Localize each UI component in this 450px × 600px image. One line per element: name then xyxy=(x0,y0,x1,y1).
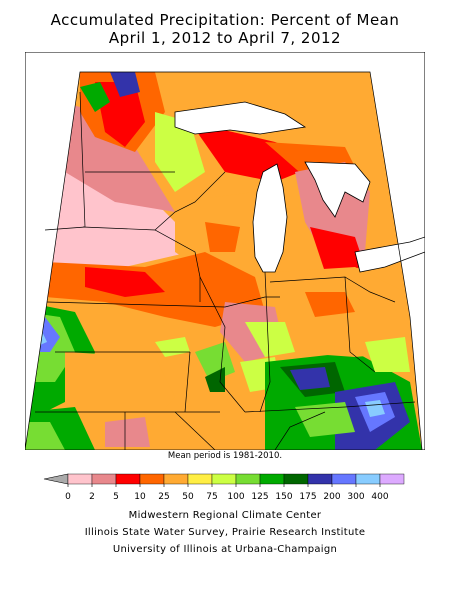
lake-michigan xyxy=(252,163,288,273)
legend-swatch xyxy=(259,473,285,485)
legend-tick-label: 25 xyxy=(158,492,169,502)
legend-tick-label: 200 xyxy=(323,492,340,502)
legend-tick-label: 2 xyxy=(89,492,95,502)
legend-swatch xyxy=(139,473,165,485)
legend-swatch xyxy=(379,473,405,485)
legend-swatch xyxy=(211,473,237,485)
legend-swatch xyxy=(187,473,213,485)
lake-superior xyxy=(174,101,307,135)
legend-swatch xyxy=(283,473,309,485)
legend-swatch xyxy=(235,473,261,485)
credit-line-1: Midwestern Regional Climate Center xyxy=(128,510,322,521)
legend-tick-label: 175 xyxy=(299,492,316,502)
legend-tick-label: 150 xyxy=(275,492,292,502)
legend-tick-label: 0 xyxy=(65,492,71,502)
legend-swatch xyxy=(163,473,189,485)
map-title: Accumulated Precipitation: Percent of Me… xyxy=(50,11,400,29)
credit-line-2: Illinois State Water Survey, Prairie Res… xyxy=(84,527,366,538)
region-outline xyxy=(25,71,423,450)
legend-tick-label: 75 xyxy=(206,492,217,502)
legend-swatch xyxy=(67,473,93,485)
color-legend: 0 2 5 10 25 50 75 100 125 150 175 200 300 400 xyxy=(43,473,405,502)
legend-tick-label: 300 xyxy=(347,492,364,502)
legend-swatch xyxy=(331,473,357,485)
lake-huron xyxy=(304,161,371,218)
credit-line-3: University of Illinois at Urbana-Champai… xyxy=(112,544,338,555)
legend-tick-label: 50 xyxy=(182,492,194,502)
legend-swatch xyxy=(307,473,333,485)
legend-tick-label: 100 xyxy=(227,492,244,502)
mean-period-note: Mean period is 1981-2010. xyxy=(167,451,283,461)
legend-swatch xyxy=(115,473,141,485)
precipitation-map xyxy=(25,52,425,450)
legend-tick-label: 125 xyxy=(251,492,268,502)
legend-under-arrow xyxy=(43,473,69,485)
map-date-range: April 1, 2012 to April 7, 2012 xyxy=(108,29,342,47)
state-boundaries xyxy=(35,91,416,450)
legend-tick-label: 5 xyxy=(113,492,119,502)
legend-swatch xyxy=(91,473,117,485)
lake-erie xyxy=(354,236,425,273)
legend-tick-label: 10 xyxy=(134,492,146,502)
legend-tick-label: 400 xyxy=(371,492,388,502)
legend-swatch xyxy=(355,473,381,485)
